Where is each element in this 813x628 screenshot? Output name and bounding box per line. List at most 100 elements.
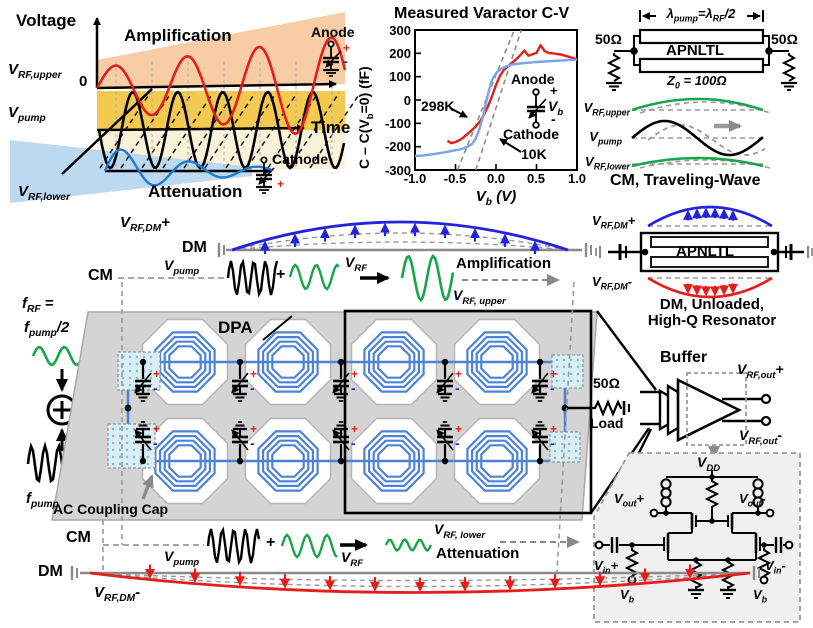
varactor-minus-mark: - <box>153 435 158 451</box>
resonator-top-label: VRF,DM+ <box>592 213 636 231</box>
spiral-inductor <box>480 444 514 478</box>
cv-xtick: 0.0 <box>486 171 506 186</box>
dm-bottom-label: DM <box>38 563 63 580</box>
pump-band <box>97 91 345 130</box>
cv-ylabel: C – C(Vb=0) (fF) <box>356 66 376 169</box>
cm-traveling-wave-heading: CM, Traveling-Wave <box>610 172 761 189</box>
resonator-apnltl-label: APNLTL <box>676 243 735 260</box>
spiral-inductor <box>368 435 420 487</box>
f-pump-label: fpump <box>26 490 59 510</box>
tw-pump-wave <box>631 119 764 157</box>
cv-cathode-label: Cathode <box>503 126 559 142</box>
cv-xlabel: Vb (V) <box>475 188 517 208</box>
cv-curves <box>414 44 578 158</box>
curve-label-10k: 10K <box>521 146 547 162</box>
dm-top-band <box>118 220 592 303</box>
resonator-up-arrows <box>683 207 738 221</box>
spiral-inductor <box>471 336 524 388</box>
anode-varactor-icon <box>323 40 342 77</box>
dm-bottom-left-termination <box>70 566 78 580</box>
vdd-label: VDD <box>697 454 721 474</box>
label-arrow-298k <box>449 107 468 118</box>
varactor-array: +-+-+-+-+-+-+-+-+-+- <box>134 358 557 465</box>
spiral-inductor <box>466 331 528 393</box>
cv-varactor-icon <box>527 88 547 129</box>
buffer-stage-3 <box>676 377 742 443</box>
vrf-upper-label: VRF,upper <box>8 61 62 81</box>
rf-upper-glyph <box>400 253 455 303</box>
spiral-inductor <box>266 439 310 483</box>
spiral-inductor <box>271 345 305 379</box>
cm-rf-glyph-bottom <box>280 533 338 559</box>
ac-coupling-cap <box>551 354 584 389</box>
varactor-minus-mark: - <box>550 380 555 396</box>
spiral-inductor <box>168 345 202 379</box>
dpa-title: DPA <box>218 318 253 337</box>
vin-minus-label: Vin- <box>765 558 786 576</box>
cv-ytick: 100 <box>389 69 411 84</box>
varactor-plus-mark: + <box>250 367 257 381</box>
cathode-plus-mark: + <box>277 177 285 191</box>
resonator-caption-1: DM, Unloaded, <box>659 296 765 313</box>
pump-waveform-panel <box>10 12 361 203</box>
varactor-plus-mark: + <box>153 367 160 381</box>
cv-ytick: 200 <box>389 46 411 61</box>
varactor: +- <box>134 358 160 402</box>
varactor: +- <box>436 421 462 465</box>
vrf-upper-band-label: VRF, upper <box>453 287 506 307</box>
buffer-title: Buffer <box>660 349 708 366</box>
cv-ytick: -100 <box>384 116 411 131</box>
cv-anode-label: Anode <box>511 71 555 87</box>
rf-lower-wave <box>103 148 272 187</box>
attenuation-label: Attenuation <box>148 182 243 201</box>
varactor: +- <box>531 421 557 465</box>
spiral-inductor <box>154 331 216 393</box>
spiral-inductors <box>154 331 528 492</box>
vrf-out-minus-label: VRF,out- <box>739 427 783 447</box>
tw-vrf-lower-label: VRF,lower <box>585 154 630 172</box>
spiral-inductor <box>257 430 319 492</box>
spiral-inductor <box>368 336 420 388</box>
varactor: +- <box>134 421 160 465</box>
cv-chart <box>414 29 578 171</box>
anode-plus-mark: + <box>343 41 351 55</box>
z0-label: Z0 = 100Ω <box>667 73 727 91</box>
resonator-stubs <box>595 244 813 260</box>
cm-vrf-bottom-label: VRF <box>341 549 364 569</box>
vin-plus-label: Vin+ <box>594 558 619 576</box>
cv-axis-ticks <box>414 29 578 171</box>
varactor-plus-mark: + <box>550 422 557 436</box>
cv-xtick: -1.0 <box>403 171 427 186</box>
spiral-inductor <box>257 331 319 393</box>
buffer-block <box>606 372 772 515</box>
vb-left-label: Vb <box>620 587 635 605</box>
dm-down-arrows <box>145 564 695 592</box>
varactor-plus-mark: + <box>550 367 557 381</box>
spiral-inductor <box>466 430 528 492</box>
vrf-lower-label: VRF,lower <box>18 183 70 203</box>
varactor-minus-mark: - <box>455 435 460 451</box>
spiral-inductor <box>377 444 411 478</box>
dm-line-right-termination <box>584 243 592 257</box>
load-ohm-label: 50Ω <box>593 375 620 391</box>
cv-vb-label: Vb <box>548 98 564 118</box>
varactor-plus-mark: + <box>455 422 462 436</box>
resonator-top-arc <box>647 205 773 228</box>
vout-plus-label: Vout+ <box>614 491 644 509</box>
ac-coupling-cap-label: AC Coupling Cap <box>53 501 169 517</box>
spiral-inductor <box>262 336 314 388</box>
dpa-zoom-box <box>343 309 593 515</box>
cv-ytick: -200 <box>384 139 411 154</box>
cm-vrf-label: VRF <box>345 254 368 274</box>
out-minus-terminal <box>760 415 772 427</box>
varactor-minus-mark: - <box>455 380 460 396</box>
cathode-minus-mark: - <box>269 161 274 177</box>
tw-vpump-label: Vpump <box>589 129 622 147</box>
cm-top-label: CM <box>88 267 113 284</box>
zero-label: 0 <box>79 73 88 90</box>
amplification-label: Amplification <box>124 26 232 45</box>
vrf-dm-minus-label: VRF,DM- <box>94 584 141 604</box>
f-rf-glyph <box>31 345 84 367</box>
magnifier-line-top <box>596 310 657 391</box>
ac-coupling-cap <box>117 351 161 391</box>
